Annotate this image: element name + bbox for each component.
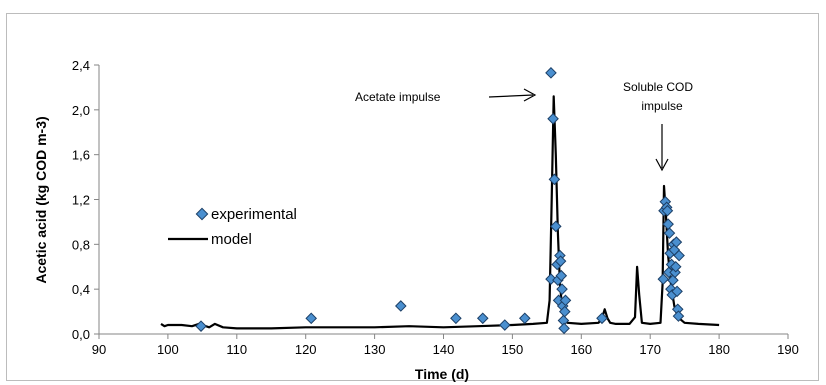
experimental-point	[661, 204, 674, 217]
experimental-point	[556, 283, 568, 295]
x-tick-label: 190	[777, 342, 799, 357]
experimental-point	[476, 312, 489, 325]
acetate-impulse-arrow	[488, 88, 537, 102]
legend: experimental model	[168, 206, 297, 248]
experimental-point	[670, 236, 683, 248]
y-tick-label: 2,4	[72, 58, 90, 73]
y-tick-label: 0,8	[72, 237, 90, 252]
x-tick-label: 100	[157, 342, 179, 357]
model-series-line	[160, 95, 720, 330]
y-tick-label: 0,0	[72, 327, 90, 342]
experimental-point	[671, 303, 684, 316]
experimental-point	[662, 218, 674, 230]
experimental-point	[545, 67, 557, 79]
experimental-point	[559, 294, 572, 307]
soluble-cod-annotation-line2: impulse	[641, 99, 683, 113]
legend-item-experimental: experimental	[195, 206, 297, 223]
legend-marker-experimental	[195, 207, 209, 221]
soluble-cod-annotation-line1: Soluble COD	[623, 80, 693, 94]
x-tick-label: 160	[570, 342, 592, 357]
experimental-point	[195, 320, 207, 332]
experimental-point	[554, 255, 567, 267]
plot-area: 0,0 0,4 0,8 1,2 1,6 2,0 2,4 90 100 110 120 130 140 15…	[72, 58, 799, 357]
x-tick-label: 130	[364, 342, 386, 357]
x-axis-title: Time (d)	[415, 366, 469, 382]
y-tick-label: 2,0	[72, 103, 90, 118]
chart-frame	[6, 13, 819, 381]
experimental-point	[673, 249, 685, 262]
y-axis-title: Acetic acid (kg COD m-3)	[33, 116, 49, 283]
y-tick-label: 1,2	[72, 193, 90, 208]
experimental-point	[450, 312, 462, 325]
x-tick-label: 120	[295, 342, 317, 357]
experimental-point	[672, 310, 685, 322]
y-tick-label: 0,4	[72, 282, 90, 297]
x-tick-label: 150	[502, 342, 524, 357]
legend-item-model: model	[168, 231, 252, 248]
x-tick-label: 180	[708, 342, 730, 357]
experimental-point	[671, 285, 683, 298]
legend-label-experimental: experimental	[211, 206, 297, 223]
x-tick-label: 90	[92, 342, 106, 357]
experimental-point	[395, 300, 407, 312]
x-tick-label: 110	[226, 342, 247, 357]
experimental-point	[558, 322, 570, 335]
experimental-point	[548, 173, 561, 186]
experimental-point	[518, 312, 531, 325]
experimental-point	[557, 314, 570, 327]
experimental-point	[305, 312, 318, 325]
x-tick-label: 170	[639, 342, 661, 357]
experimental-point	[555, 269, 568, 282]
experimental-point	[663, 227, 676, 239]
experimental-point	[547, 112, 559, 125]
experimental-point	[498, 319, 511, 331]
acetate-impulse-annotation: Acetate impulse	[355, 90, 441, 104]
experimental-point	[669, 260, 682, 273]
experimental-point	[550, 220, 562, 233]
soluble-cod-impulse-arrow	[655, 124, 669, 172]
legend-label-model: model	[211, 231, 252, 248]
experimental-point	[558, 305, 571, 318]
experimental-point	[657, 273, 670, 285]
experimental-point	[596, 312, 608, 325]
x-tick-label: 140	[433, 342, 455, 357]
y-tick-label: 1,6	[72, 148, 90, 163]
